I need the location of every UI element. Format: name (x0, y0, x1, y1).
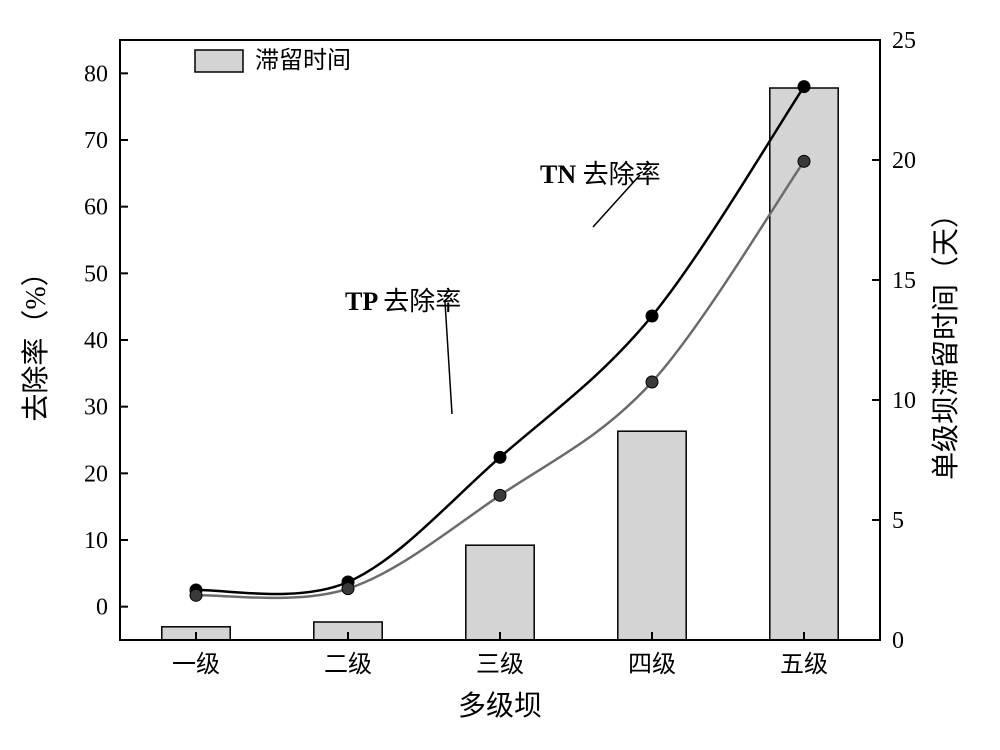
series-marker (494, 489, 506, 501)
x-tick-label: 一级 (172, 651, 220, 678)
series-marker (798, 81, 810, 93)
y-left-tick-label: 40 (84, 328, 108, 354)
y-left-tick-label: 10 (84, 528, 108, 554)
y-right-tick-label: 10 (892, 388, 916, 414)
y-left-axis-title: 去除率（%） (20, 258, 52, 421)
series-annotation: TP 去除率 (345, 287, 461, 316)
y-left-tick-label: 0 (96, 595, 108, 621)
legend-label: 滞留时间 (255, 47, 351, 74)
bar (466, 545, 534, 640)
x-tick-label: 三级 (476, 651, 524, 678)
bar (770, 88, 838, 640)
chart-svg: 0 10 20 30 40 50 60 70 80 0 5 10 15 20 25 一级 二级 三级 四级 五级多级坝… (0, 0, 1000, 750)
x-tick-label: 四级 (628, 651, 676, 678)
y-left-tick-label: 30 (84, 395, 108, 421)
y-right-axis-title: 单级坝滞留时间（天） (930, 200, 962, 480)
y-right-tick-label: 0 (892, 628, 904, 654)
series-annotation: TN 去除率 (540, 160, 661, 189)
bar (618, 431, 686, 640)
series-marker (798, 155, 810, 167)
y-left-tick-label: 50 (84, 261, 108, 287)
series-marker (494, 451, 506, 463)
y-left-tick-label: 80 (84, 61, 108, 87)
series-marker (190, 589, 202, 601)
x-tick-label: 五级 (780, 651, 828, 678)
y-right-tick-label: 20 (892, 148, 916, 174)
y-right-tick-label: 15 (892, 268, 916, 294)
series-marker (342, 583, 354, 595)
annotation-leader (445, 302, 452, 414)
chart-container: 0 10 20 30 40 50 60 70 80 0 5 10 15 20 25 一级 二级 三级 四级 五级多级坝… (0, 0, 1000, 750)
y-right-tick-label: 5 (892, 508, 904, 534)
y-left-tick-label: 20 (84, 461, 108, 487)
x-tick-label: 二级 (324, 651, 372, 678)
y-left-tick-label: 70 (84, 128, 108, 154)
series-marker (646, 376, 658, 388)
series-marker (646, 310, 658, 322)
y-left-tick-label: 60 (84, 195, 108, 221)
y-right-tick-label: 25 (892, 28, 916, 54)
x-axis-title: 多级坝 (458, 690, 542, 722)
series-line (196, 161, 804, 598)
legend-swatch (195, 50, 243, 72)
series-line (196, 87, 804, 594)
